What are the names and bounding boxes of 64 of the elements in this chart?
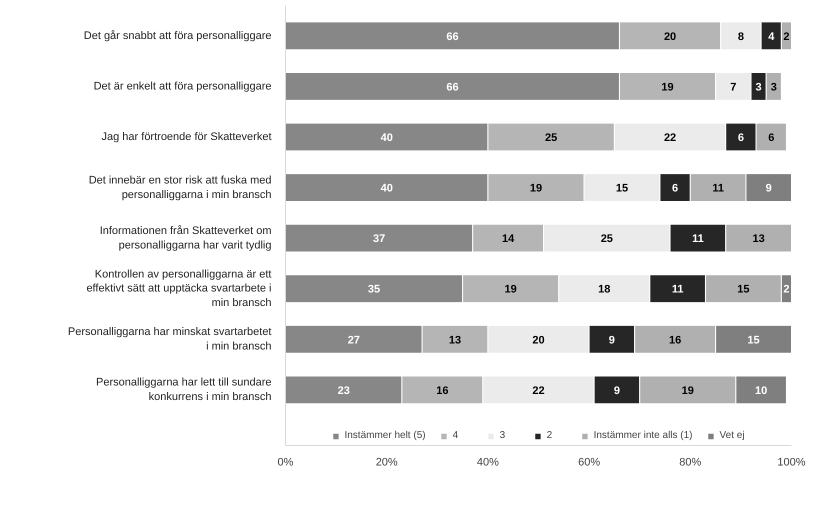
data-label: 19 <box>661 81 674 94</box>
data-label: 6 <box>672 182 678 195</box>
data-label: 3 <box>770 81 777 94</box>
data-label: 15 <box>747 334 760 346</box>
data-label: 25 <box>545 132 558 144</box>
x-tick-label: 20% <box>376 456 398 468</box>
data-label: 40 <box>380 182 393 195</box>
data-label: 9 <box>608 334 615 346</box>
data-label: 2 <box>783 284 790 296</box>
data-label: 16 <box>669 334 682 346</box>
data-label: 37 <box>372 233 386 246</box>
data-label: 27 <box>348 334 360 346</box>
data-label: 35 <box>368 284 380 296</box>
data-label: 15 <box>616 182 628 195</box>
x-tick-label: 60% <box>578 456 600 468</box>
x-tick-label: 100% <box>777 456 806 468</box>
data-label: 25 <box>600 233 613 246</box>
data-label: 13 <box>448 334 462 346</box>
y-tick-label: Det innebär en stor risk att fuska med personalliggarna i min bransch <box>88 174 272 201</box>
data-label: 66 <box>446 30 459 43</box>
y-tick-label: Det går snabbt att föra personalliggare <box>84 30 272 42</box>
data-label: 7 <box>730 81 736 94</box>
data-label: 11 <box>712 182 724 195</box>
data-label: 20 <box>532 334 545 346</box>
data-label: 8 <box>738 30 744 43</box>
data-label: 40 <box>380 132 393 144</box>
data-label: 19 <box>530 182 542 195</box>
y-tick-label: Kontrollen av personalliggarna är ett effektivt sätt att upptäcka svartarbete i min bransch <box>86 268 272 310</box>
legend-label: Instämmer inte alls (1) <box>594 430 693 441</box>
data-label: 3 <box>756 81 762 94</box>
data-label: 6 <box>768 132 774 144</box>
data-label: 9 <box>766 182 772 195</box>
data-label: 6 <box>738 132 744 144</box>
data-label: 22 <box>532 384 545 397</box>
data-label: 10 <box>755 384 768 397</box>
x-tick-label: 80% <box>679 456 702 468</box>
legend-label: Vet ej <box>720 430 745 441</box>
legend-label: 2 <box>546 430 554 441</box>
data-label: 18 <box>598 284 610 296</box>
data-label: 14 <box>502 233 516 246</box>
data-label: 4 <box>768 30 776 43</box>
y-tick-label: Personalliggarna har lett till sundare konkurrens i min bransch <box>96 376 272 404</box>
x-tick-label: 0% <box>278 456 294 468</box>
data-label: 19 <box>682 384 694 397</box>
data-label: 13 <box>752 233 765 246</box>
data-label: 11 <box>692 233 704 246</box>
y-tick-label: Jag har förtroende för Skatteverket <box>102 130 272 143</box>
legend-label: 3 <box>500 430 506 441</box>
y-tick-label: Personalliggarna har minskat svartarbetet i min bransch <box>68 326 272 352</box>
y-tick-label: Informationen från Skatteverket om personalliggarna har varit tydlig <box>100 224 272 252</box>
data-label: 2 <box>783 30 790 43</box>
data-label: 22 <box>664 132 676 144</box>
data-label: 11 <box>672 284 684 296</box>
data-label: 23 <box>338 384 350 397</box>
data-label: 20 <box>664 30 676 43</box>
legend-label: 4 <box>452 430 460 441</box>
y-tick-label: Det är enkelt att föra personalliggare <box>94 80 272 92</box>
data-label: 19 <box>504 284 517 296</box>
data-label: 16 <box>436 384 448 397</box>
data-label: 15 <box>737 284 750 296</box>
legend-label: Instämmer helt (5) <box>344 430 426 441</box>
data-label: 66 <box>446 81 459 94</box>
data-label: 9 <box>614 384 620 397</box>
x-tick-label: 40% <box>476 456 500 468</box>
